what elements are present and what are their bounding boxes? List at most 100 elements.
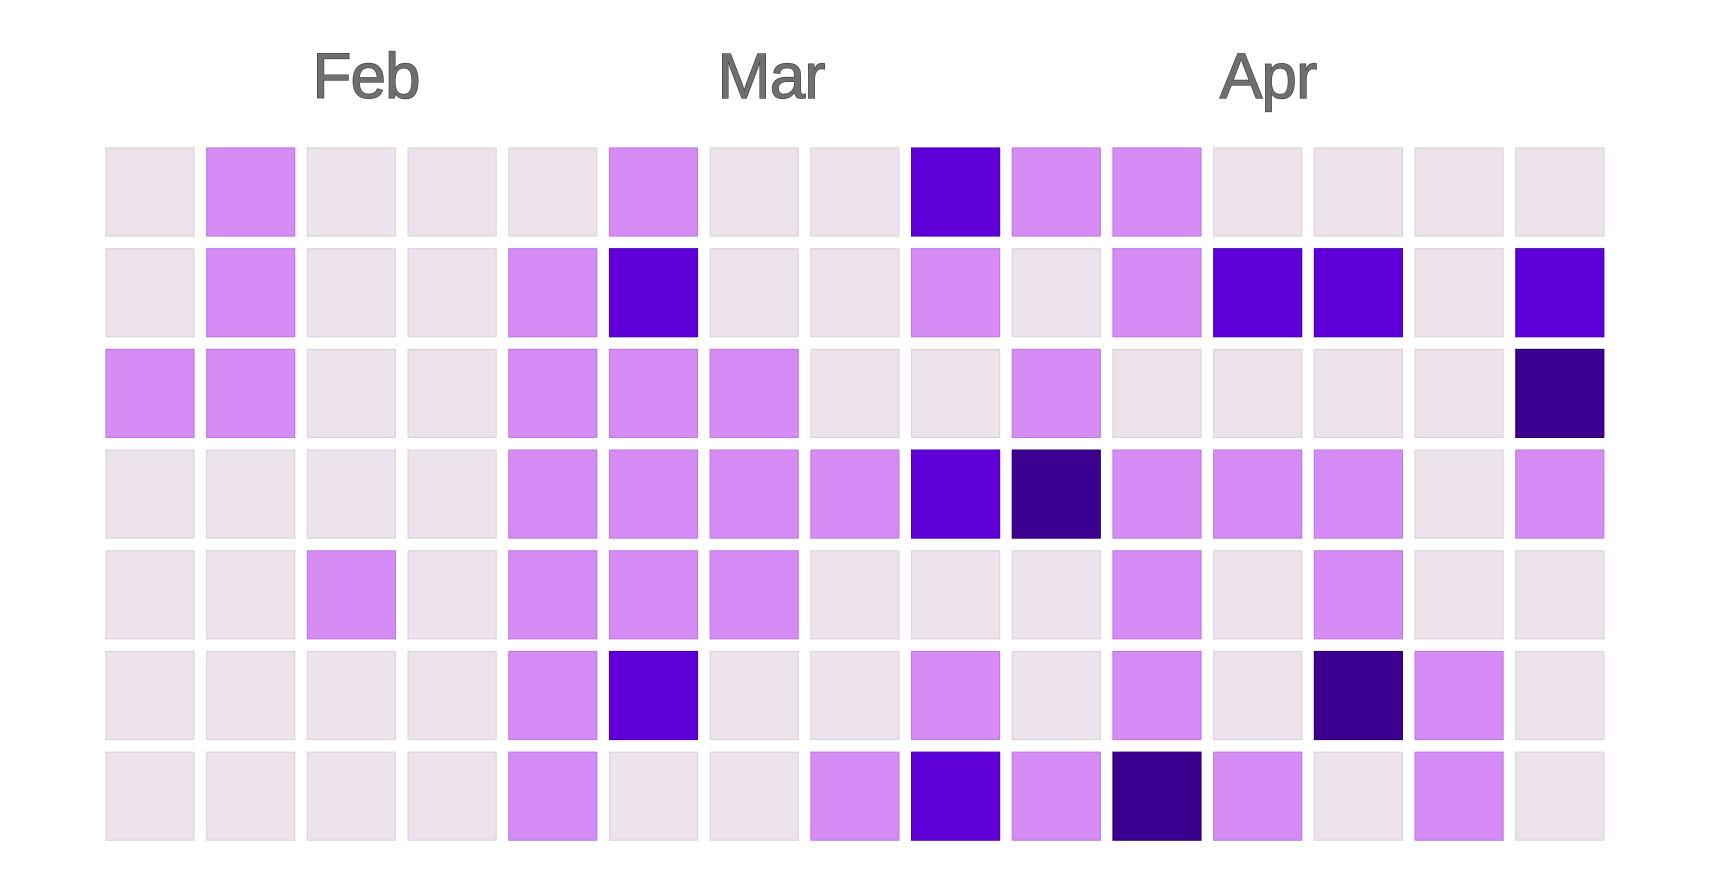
heatmap-cell: [1515, 248, 1605, 338]
heatmap-cell: [1313, 650, 1404, 741]
heatmap-cell: [105, 248, 195, 338]
heatmap-cell: [709, 348, 799, 438]
heatmap-cell: [1011, 751, 1101, 841]
heatmap-cell: [709, 449, 799, 539]
heatmap-cell: [407, 449, 497, 539]
heatmap-cell: [1112, 147, 1202, 237]
heatmap-cell: [508, 348, 598, 438]
heatmap-cell: [810, 751, 900, 841]
heatmap-cell: [306, 348, 396, 438]
heatmap-cell: [910, 449, 1001, 539]
heatmap-cell: [508, 650, 598, 741]
heatmap-cell: [306, 449, 396, 539]
heatmap-cell: [105, 751, 195, 841]
heatmap-cell: [709, 650, 799, 741]
heatmap-cell: [709, 147, 799, 237]
heatmap-cell: [810, 147, 900, 237]
heatmap-cell: [206, 348, 296, 438]
heatmap-cell: [1112, 348, 1202, 438]
heatmap-cell: [1515, 348, 1605, 438]
heatmap-cell: [810, 348, 900, 438]
heatmap-cell: [508, 751, 598, 841]
heatmap-cell: [1213, 147, 1303, 237]
heatmap-cell: [1414, 248, 1504, 338]
heatmap-cell: [910, 751, 1001, 841]
heatmap-cell: [608, 248, 699, 338]
heatmap-cell: [1213, 248, 1303, 338]
heatmap-cell: [910, 650, 1001, 741]
heatmap-cell: [1011, 348, 1101, 438]
heatmap-cell: [105, 449, 195, 539]
heatmap-cell: [1515, 650, 1605, 741]
heatmap-cell: [306, 147, 396, 237]
heatmap-cell: [1313, 248, 1404, 338]
heatmap-cell: [1112, 248, 1202, 338]
heatmap-cell: [1011, 449, 1101, 539]
heatmap-cell: [508, 550, 598, 640]
heatmap-cell: [1414, 550, 1504, 640]
month-labels: Feb Mar Apr: [312, 39, 1319, 112]
heatmap-cell: [709, 550, 799, 640]
heatmap-cell: [306, 751, 396, 841]
heatmap-cell: [1414, 348, 1504, 438]
month-label-apr: Apr: [1220, 40, 1317, 112]
heatmap-cell: [810, 550, 900, 640]
heatmap-cell: [1313, 147, 1404, 237]
heatmap-cell: [608, 550, 699, 640]
heatmap-cell: [910, 348, 1001, 438]
heatmap-cell: [608, 650, 699, 741]
heatmap-cell: [608, 348, 699, 438]
heatmap-cell: [206, 550, 296, 640]
heatmap-cell: [1515, 449, 1605, 539]
heatmap-cell: [1112, 751, 1202, 841]
heatmap-cell: [810, 248, 900, 338]
heatmap-cell: [1213, 650, 1303, 741]
heatmap-cell: [1213, 550, 1303, 640]
heatmap-cell: [1213, 751, 1303, 841]
heatmap-cell: [1112, 550, 1202, 640]
heatmap-cell: [508, 248, 598, 338]
heatmap-cell: [105, 147, 195, 237]
heatmap-cell: [407, 248, 497, 338]
heatmap-cell: [810, 449, 900, 539]
heatmap-cell: [1112, 650, 1202, 741]
heatmap-cell: [1011, 147, 1101, 237]
heatmap-cell: [206, 650, 296, 741]
heatmap-cell: [1414, 449, 1504, 539]
heatmap-cell: [1011, 248, 1101, 338]
heatmap-cell: [1313, 751, 1404, 841]
heatmap-cell: [910, 550, 1001, 640]
heatmap-cell: [206, 751, 296, 841]
heatmap-cell: [407, 751, 497, 841]
heatmap-cell: [105, 650, 195, 741]
heatmap-cell: [1213, 449, 1303, 539]
heatmap-cell: [407, 147, 497, 237]
heatmap-cell: [1515, 550, 1605, 640]
heatmap-cell: [306, 650, 396, 741]
heatmap-cell: [910, 248, 1001, 338]
heatmap-cell: [608, 147, 699, 237]
heatmap-cell: [910, 147, 1001, 237]
heatmap-cell: [407, 650, 497, 741]
heatmap-cell: [709, 751, 799, 841]
heatmap-cell: [407, 550, 497, 640]
heatmap-cell: [810, 650, 900, 741]
heatmap-cell: [105, 348, 195, 438]
heatmap-cell: [1414, 751, 1504, 841]
heatmap-cell: [1112, 449, 1202, 539]
heatmap-cell: [407, 348, 497, 438]
heatmap-cell: [1313, 348, 1404, 438]
heatmap-cell: [1313, 550, 1404, 640]
heatmap-cell: [1414, 650, 1504, 741]
heatmap-cell: [1213, 348, 1303, 438]
heatmap-cell: [608, 449, 699, 539]
heatmap-cell: [1313, 449, 1404, 539]
heatmap-cell: [1515, 751, 1605, 841]
heatmap-cell: [709, 248, 799, 338]
heatmap-cell: [206, 248, 296, 338]
heatmap-grid: [105, 147, 1605, 841]
heatmap-cell: [1011, 550, 1101, 640]
heatmap-cell: [508, 147, 598, 237]
heatmap-cell: [105, 550, 195, 640]
